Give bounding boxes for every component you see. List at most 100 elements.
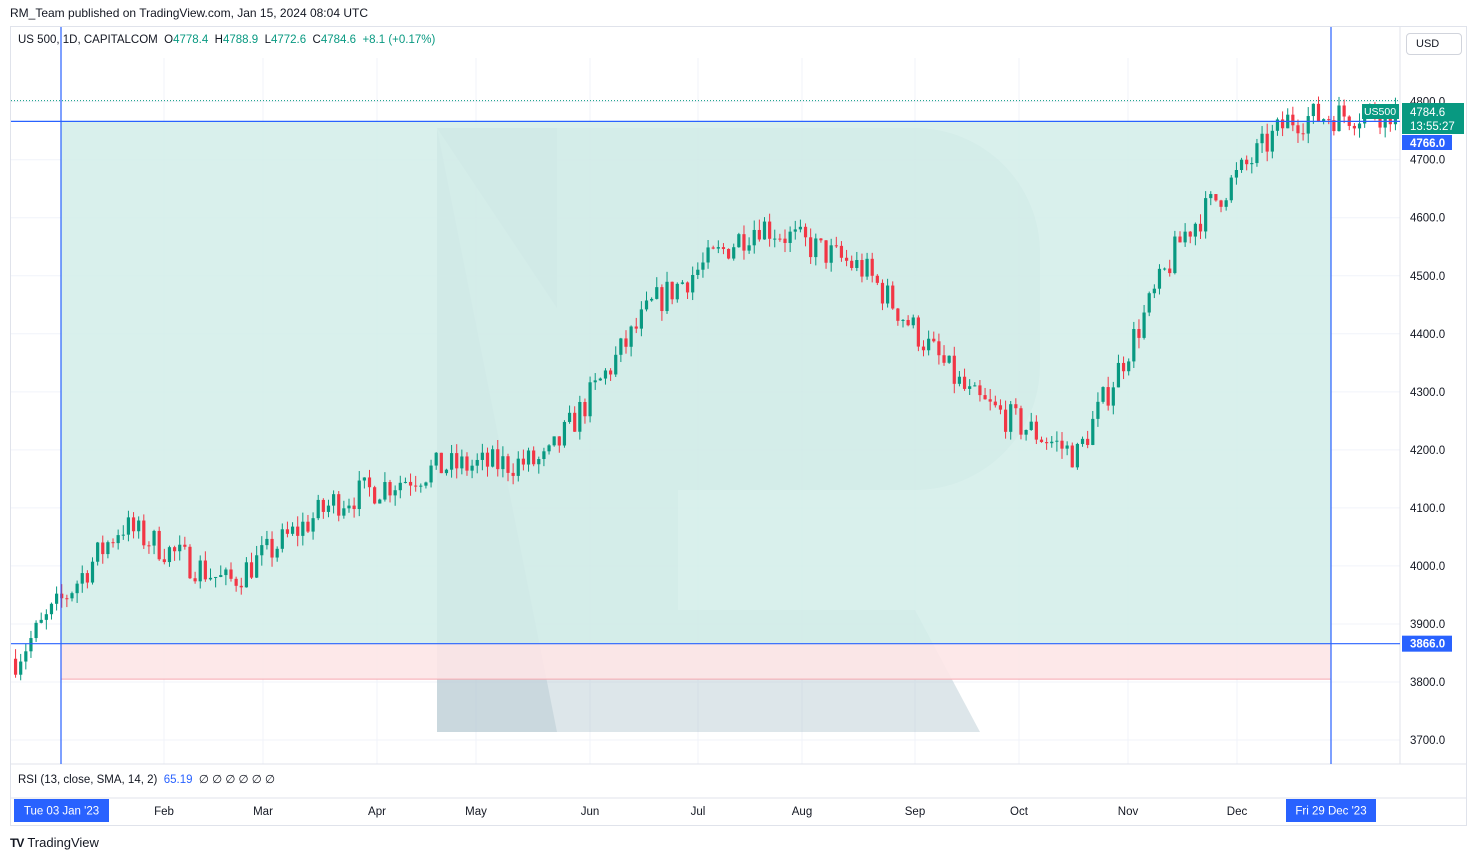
y-tick-label: 4000.0 xyxy=(1410,561,1445,573)
candle-body xyxy=(362,477,366,481)
candle-body xyxy=(1142,312,1146,338)
candle-body xyxy=(1157,268,1162,289)
range-end-tag-text: Fri 29 Dec '23 xyxy=(1295,806,1366,818)
candle-body xyxy=(1029,421,1033,430)
candle-body xyxy=(957,376,962,384)
candle-body xyxy=(870,258,874,276)
candle-body xyxy=(516,458,520,476)
level-lower-text: 3866.0 xyxy=(1410,639,1445,651)
candle-body xyxy=(429,465,433,483)
candle-body xyxy=(1357,123,1362,129)
candle-body xyxy=(1214,194,1218,201)
y-tick-label: 4100.0 xyxy=(1410,503,1445,515)
candle-body xyxy=(167,547,172,563)
candle-body xyxy=(1039,439,1044,443)
candle-body xyxy=(1327,119,1331,121)
candle-body xyxy=(383,482,387,500)
candle-body xyxy=(162,559,166,563)
candle-body xyxy=(542,451,546,460)
candle-body xyxy=(106,542,110,555)
range-end-tag-bg xyxy=(1286,799,1376,822)
candle-body xyxy=(655,287,659,299)
candle-body xyxy=(860,260,864,277)
candle-body xyxy=(1342,105,1346,117)
y-tick-label: 4600.0 xyxy=(1410,213,1445,225)
level-lower-tag-bg xyxy=(1402,635,1452,652)
candle-body xyxy=(1322,119,1326,122)
candle-body xyxy=(537,459,541,465)
candle-body xyxy=(101,542,105,555)
candle-body xyxy=(1065,445,1069,449)
last-price-tag-bg xyxy=(1402,103,1464,134)
change-value: +8.1 (+0.17%) xyxy=(362,34,436,46)
tradingview-brand[interactable]: TV TradingView xyxy=(10,835,99,850)
price-tags: US500 4784.6 13:55:27 4766.0 3866.0 xyxy=(1362,103,1464,652)
range-start-tag-text: Tue 03 Jan '23 xyxy=(24,806,99,818)
candle-body xyxy=(1116,362,1121,388)
candle-body xyxy=(1101,387,1105,402)
candle-body xyxy=(260,545,264,556)
candle-body xyxy=(424,482,428,486)
candle-body xyxy=(96,542,100,562)
candle-body xyxy=(219,575,223,577)
candle-body xyxy=(916,317,920,347)
candle-body xyxy=(768,221,772,239)
rsi-label: RSI (13, close, SMA, 14, 2) xyxy=(18,774,158,786)
low-value: 4772.6 xyxy=(270,34,307,46)
candle-body xyxy=(1265,133,1269,152)
candle-body xyxy=(321,499,325,512)
x-tick-label: Jul xyxy=(691,806,706,818)
candle-body xyxy=(55,593,59,604)
candle-body xyxy=(1270,130,1274,152)
brand-name: TradingView xyxy=(27,835,99,850)
candle-body xyxy=(552,436,556,446)
candle-body xyxy=(1127,361,1131,372)
candle-body xyxy=(952,355,956,384)
candle-body xyxy=(721,247,726,249)
candle-body xyxy=(90,561,95,583)
candle-body xyxy=(1121,362,1126,372)
candle-body xyxy=(875,275,879,283)
candle-body xyxy=(896,308,900,321)
candle-body xyxy=(208,577,213,580)
candle-body xyxy=(49,603,54,615)
candle-body xyxy=(347,505,351,509)
candle-body xyxy=(326,505,331,512)
candle-body xyxy=(1050,441,1054,444)
candle-body xyxy=(978,385,982,396)
candle-body xyxy=(285,529,290,534)
candle-body xyxy=(475,459,479,466)
candle-body xyxy=(178,544,182,552)
candle-body xyxy=(408,481,413,486)
candle-body xyxy=(1009,404,1013,432)
candle-body xyxy=(214,576,218,578)
candle-body xyxy=(1024,429,1028,435)
candle-body xyxy=(603,370,608,379)
candle-body xyxy=(614,354,618,375)
candle-body xyxy=(650,298,654,301)
symbol-tag-bg xyxy=(1362,104,1399,119)
candle-body xyxy=(65,598,69,600)
candle-body xyxy=(726,248,731,259)
candle-body xyxy=(665,281,669,312)
candle-body xyxy=(1250,163,1254,165)
candle-body xyxy=(306,521,310,532)
candle-body xyxy=(290,526,295,534)
candle-body xyxy=(1291,114,1295,126)
candle-body xyxy=(24,651,28,662)
candle-body xyxy=(706,247,710,263)
last-price-tag: 4784.6 13:55:27 xyxy=(1402,103,1464,134)
candle-body xyxy=(142,520,146,546)
currency-button[interactable]: USD xyxy=(1406,33,1462,55)
candle-body xyxy=(460,456,464,469)
rsi-legend[interactable]: RSI (13, close, SMA, 14, 2) 65.19 ∅ ∅ ∅ … xyxy=(18,772,275,786)
candle-body xyxy=(296,526,300,536)
candle-body xyxy=(29,638,33,652)
candle-body xyxy=(809,237,813,258)
candle-body xyxy=(1055,440,1059,442)
candle-body xyxy=(280,529,284,549)
candle-body xyxy=(1060,440,1064,449)
candle-body xyxy=(19,661,23,675)
x-tick-label: Dec xyxy=(1227,806,1248,818)
